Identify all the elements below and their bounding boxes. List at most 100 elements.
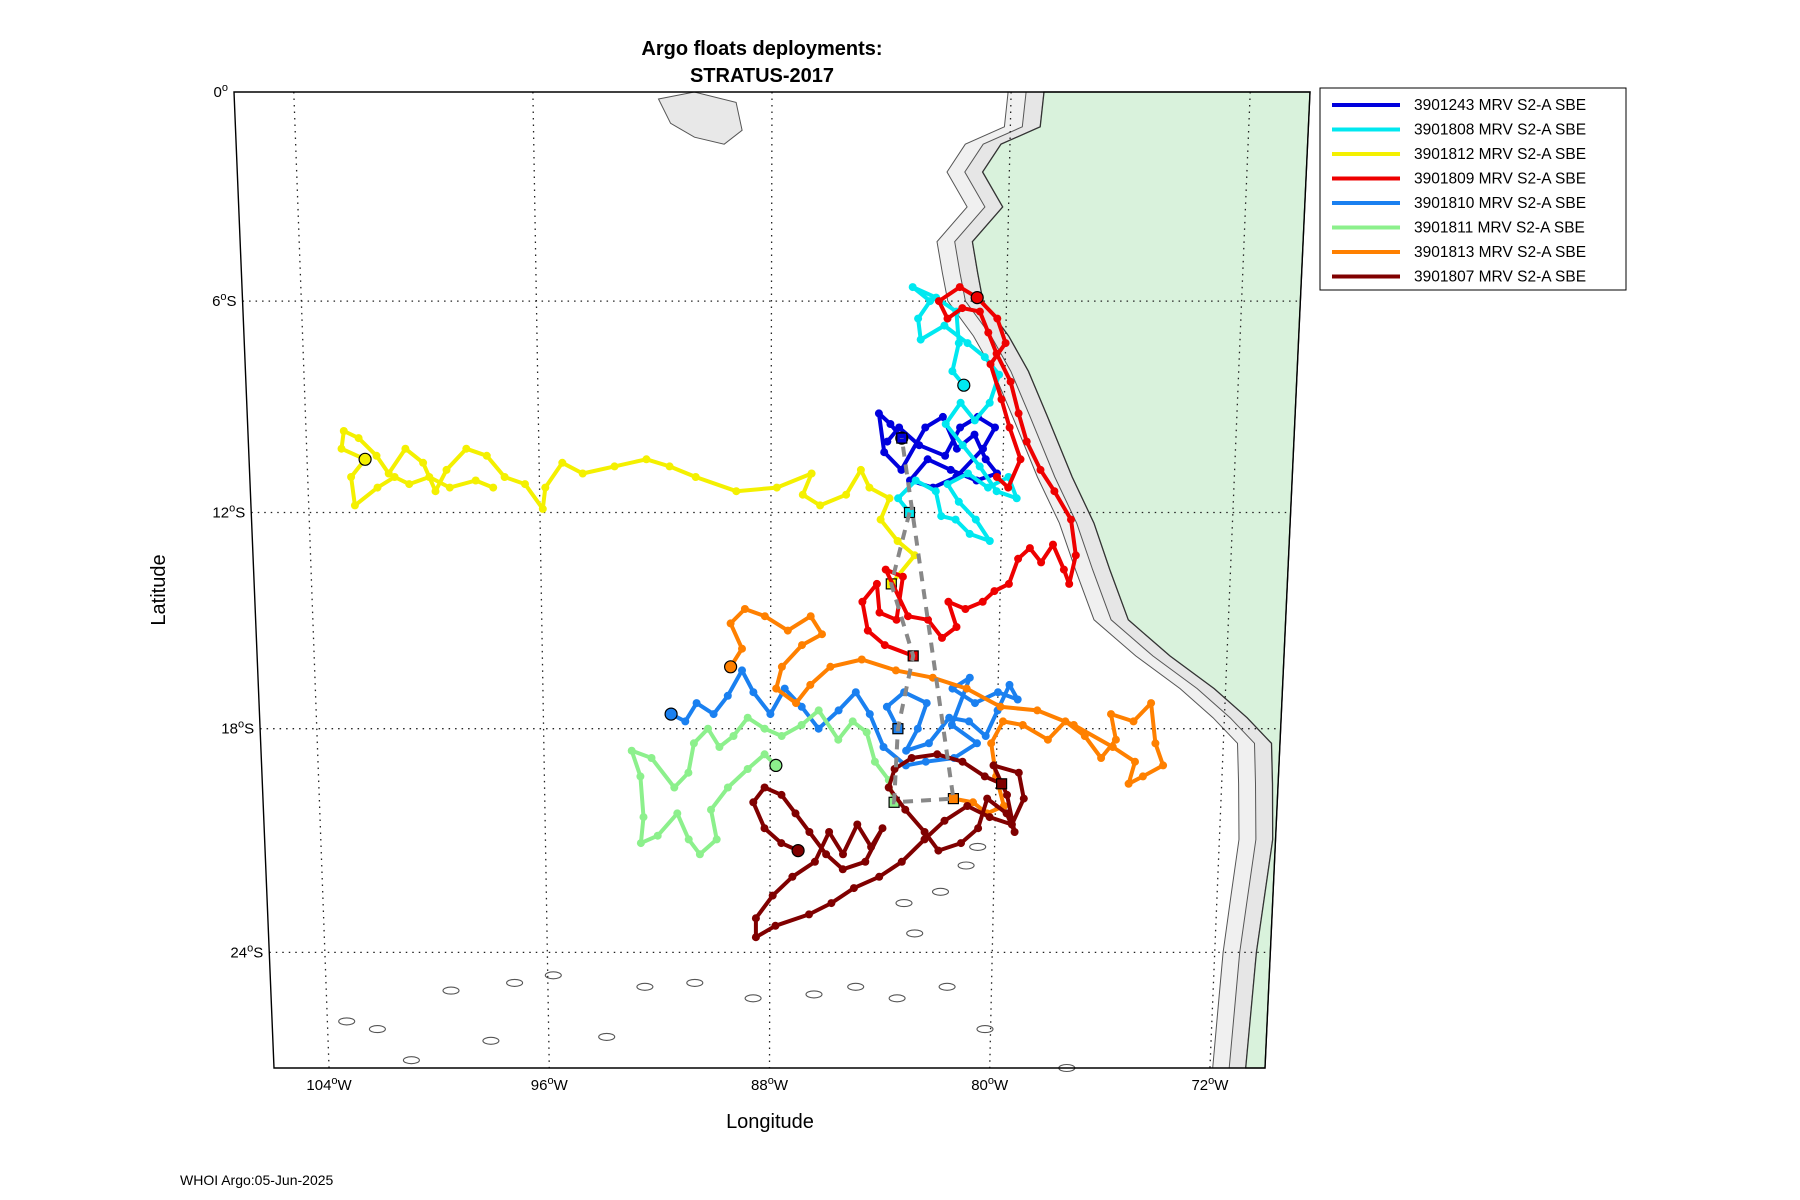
profile-point: [992, 487, 1001, 496]
profile-point: [798, 641, 806, 650]
profile-point: [1069, 721, 1078, 729]
float-track-8: [749, 750, 1028, 942]
profile-point: [777, 790, 786, 799]
map-area: [233, 91, 1311, 1073]
profile-point: [993, 314, 1002, 323]
profile-point: [1010, 828, 1019, 836]
profile-point: [1071, 551, 1080, 560]
profile-point: [689, 739, 698, 748]
profile-point: [707, 805, 715, 814]
profile-point: [760, 750, 769, 759]
x-axis-label: Longitude: [726, 1111, 814, 1133]
profile-point: [1004, 483, 1013, 492]
profile-point: [883, 437, 892, 446]
profile-point: [805, 910, 813, 919]
profile-point: [743, 765, 752, 773]
profile-point: [401, 444, 410, 453]
profile-point: [951, 515, 960, 524]
profile-point: [1005, 680, 1014, 689]
profile-point: [723, 691, 732, 700]
profile-point: [691, 473, 700, 481]
profile-point: [989, 761, 998, 770]
profile-point: [992, 349, 1001, 358]
profile-point: [897, 857, 906, 866]
profile-point: [740, 605, 749, 613]
legend-label: 3901811 MRV S2-A SBE: [1414, 220, 1585, 237]
legend-label: 3901808 MRV S2-A SBE: [1414, 122, 1586, 139]
profile-point: [995, 370, 1004, 379]
profile-point: [807, 469, 816, 478]
profile-point: [1097, 754, 1106, 762]
profile-point: [970, 430, 979, 439]
profile-point: [875, 608, 884, 617]
profile-point: [865, 483, 874, 492]
profile-point: [816, 501, 825, 510]
profile-point: [445, 483, 454, 492]
latitude-tick-label: 0o: [214, 82, 228, 101]
profile-point: [1111, 735, 1120, 744]
profile-point: [839, 850, 847, 859]
profile-point: [760, 724, 769, 733]
profile-point: [990, 587, 999, 596]
profile-point: [822, 850, 831, 859]
seamount-contour: [969, 842, 987, 851]
profile-point: [891, 666, 900, 675]
profile-point: [931, 487, 940, 496]
profile-point: [810, 857, 819, 866]
seamount-contour: [598, 1032, 616, 1041]
float-tracks: [337, 283, 1168, 942]
legend-entry: 3901808 MRV S2-A SBE: [1332, 122, 1586, 139]
profile-point: [892, 615, 901, 624]
profile-point: [384, 469, 393, 478]
profile-point: [489, 483, 498, 492]
deployment-marker: [995, 778, 1008, 790]
last-position-marker: [970, 291, 984, 305]
profile-point: [849, 884, 858, 893]
profile-point: [749, 688, 758, 697]
profile-point: [1049, 540, 1057, 549]
profile-point: [729, 732, 738, 740]
profile-point: [1080, 732, 1089, 740]
profile-point: [692, 699, 701, 708]
profile-point: [715, 743, 724, 751]
legend-label: 3901807 MRV S2-A SBE: [1414, 269, 1586, 286]
profile-point: [904, 612, 912, 621]
profile-point: [992, 473, 1001, 481]
profile-point: [907, 754, 916, 762]
profile-point: [1013, 695, 1022, 704]
deployment-marker: [947, 792, 960, 805]
profile-point: [880, 641, 889, 650]
profile-point: [814, 706, 823, 715]
legend-entry: 3901809 MRV S2-A SBE: [1332, 171, 1586, 188]
profile-point: [986, 360, 995, 369]
legend-entry: 3901811 MRV S2-A SBE: [1332, 220, 1585, 237]
profile-point: [431, 487, 440, 496]
profile-point: [958, 304, 967, 313]
profile-point: [856, 465, 865, 474]
profile-point: [956, 423, 965, 432]
latitude-tick-label: 12oS: [212, 502, 245, 521]
profile-point: [1124, 779, 1133, 788]
footer-credit: WHOI Argo:05-Jun-2025: [180, 1172, 334, 1188]
profile-point: [921, 423, 930, 432]
profile-point: [723, 783, 732, 792]
profile-point: [938, 633, 946, 642]
profile-point: [1001, 339, 1010, 348]
profile-point: [1065, 579, 1074, 588]
profile-point: [1033, 706, 1042, 715]
seamount-contour: [957, 861, 975, 870]
profile-point: [1019, 794, 1028, 803]
profile-point: [818, 630, 826, 639]
profile-point: [405, 480, 414, 489]
profile-point: [1022, 437, 1031, 446]
profile-point: [893, 537, 902, 545]
profile-point: [442, 465, 451, 474]
seamount-contour: [368, 1025, 386, 1034]
profile-point: [1159, 761, 1168, 770]
profile-point: [834, 735, 843, 744]
seamount-contour: [338, 1017, 356, 1026]
profile-point: [958, 441, 967, 450]
profile-point: [1014, 768, 1023, 777]
profile-point: [673, 809, 682, 818]
profile-point: [337, 444, 346, 453]
